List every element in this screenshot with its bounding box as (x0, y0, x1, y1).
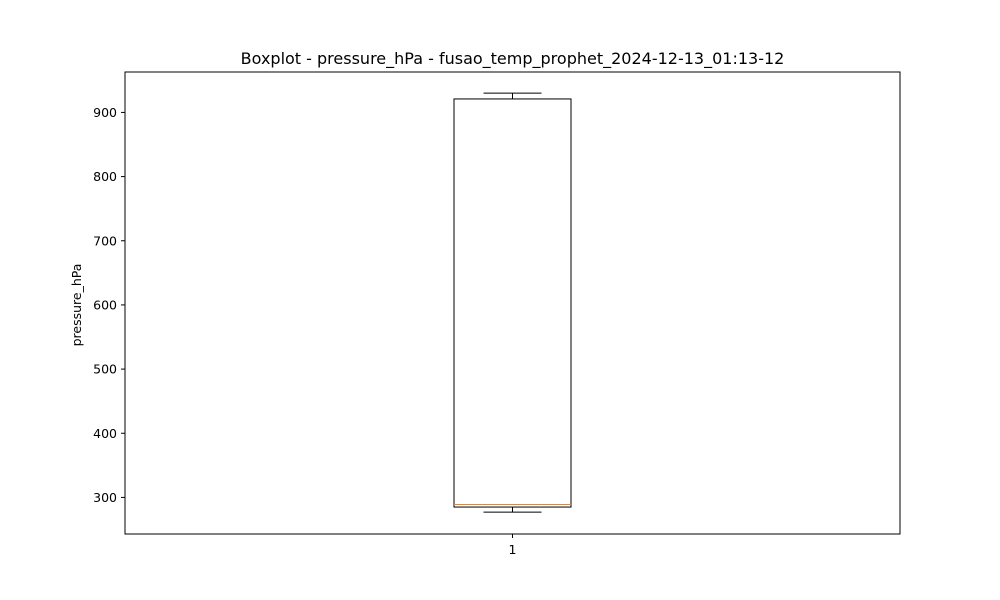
y-tick-label: 700 (93, 233, 117, 248)
interquartile-box (453, 98, 572, 508)
x-tick-label: 1 (509, 542, 517, 557)
y-tick-label: 300 (93, 490, 117, 505)
y-axis-label: pressure_hPa (69, 264, 84, 347)
y-tick-label: 600 (93, 297, 117, 312)
box-series (453, 92, 572, 513)
y-tick-label: 900 (93, 105, 117, 120)
y-tick-label: 500 (93, 362, 117, 377)
y-tick-label: 400 (93, 426, 117, 441)
plot-area-frame (124, 71, 901, 535)
y-tick-label: 800 (93, 169, 117, 184)
box-1 (453, 92, 572, 513)
y-axis-ticks: 300 400 500 600 700 800 900 (93, 105, 125, 505)
x-axis-ticks: 1 (509, 534, 517, 557)
chart-title: Boxplot - pressure_hPa - fusao_temp_prop… (241, 49, 785, 69)
